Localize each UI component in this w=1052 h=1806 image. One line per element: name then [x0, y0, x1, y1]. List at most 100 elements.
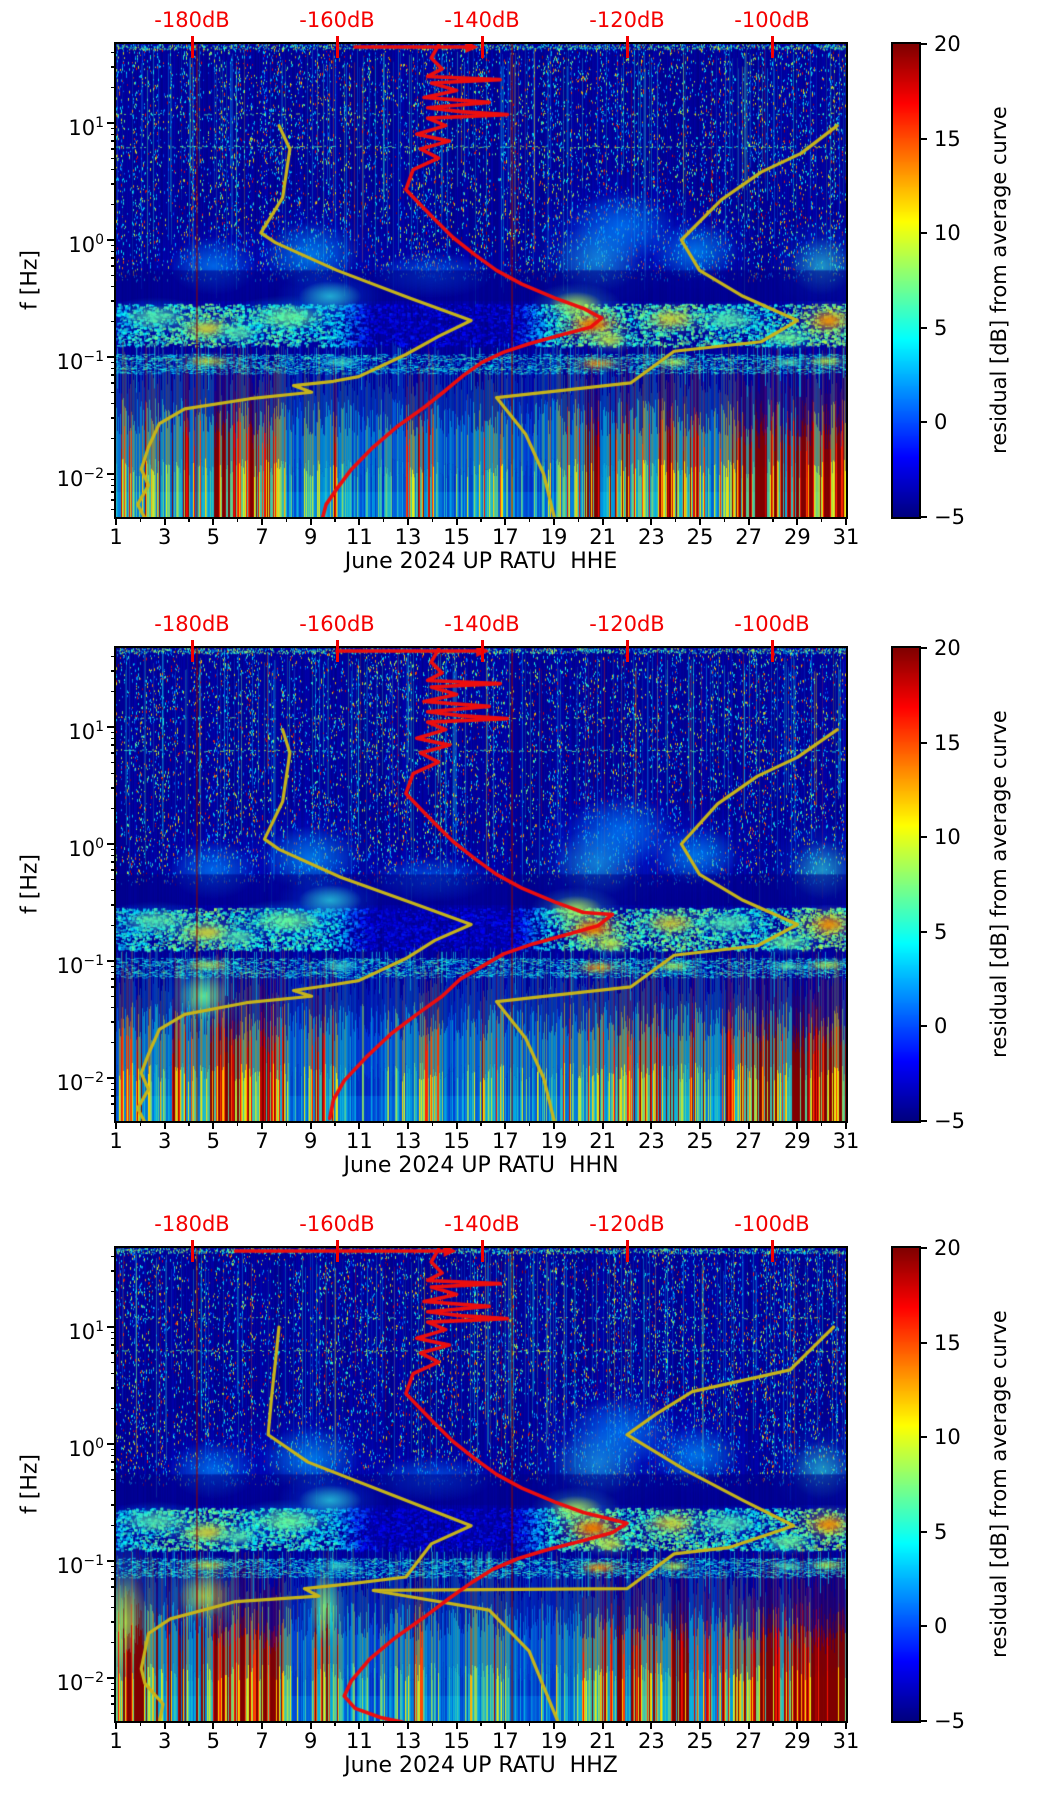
y-axis-minor-tick [111, 1344, 116, 1346]
colorbar-tick-label: 15 [934, 730, 961, 755]
y-axis-minor-tick [111, 87, 116, 89]
x-axis-tick [115, 1721, 117, 1729]
colorbar-tick-label: 20 [934, 1236, 961, 1260]
colorbar-tick-label: −5 [934, 505, 965, 529]
x-axis-tick [504, 1121, 507, 1129]
colorbar-tick [919, 232, 927, 235]
x-axis-minor-tick [431, 517, 434, 522]
y-axis-minor-tick [111, 1408, 116, 1410]
x-axis-tick [358, 517, 361, 525]
y-axis-minor-tick [111, 1387, 116, 1389]
y-axis-tick [107, 239, 116, 241]
colorbar-tick-label: 10 [934, 825, 961, 850]
x-axis-tick-label: 19 [540, 1729, 568, 1753]
top-axis-tick [190, 1240, 194, 1262]
y-axis-minor-tick [111, 1291, 116, 1293]
y-axis-minor-tick [111, 1712, 116, 1714]
x-axis-tick [553, 1121, 555, 1129]
x-axis-minor-tick [820, 1121, 823, 1126]
x-axis-tick-label: 27 [735, 1129, 763, 1153]
top-axis-tick [770, 36, 774, 58]
x-axis-minor-tick [188, 517, 190, 522]
x-axis-tick [455, 1121, 458, 1129]
x-axis-minor-tick [139, 517, 142, 522]
colorbar-label: residual [dB] from average curve [987, 1310, 1011, 1658]
x-axis-minor-tick [480, 517, 482, 522]
x-axis-title: June 2024 UP RATU HHZ [344, 1753, 618, 1778]
x-axis-minor-tick [236, 517, 239, 522]
y-axis-minor-tick [111, 904, 116, 906]
colorbar-tick [919, 930, 927, 933]
top-axis-tick [770, 1240, 774, 1262]
x-axis-minor-tick [772, 1721, 774, 1726]
y-axis-minor-tick [111, 1595, 116, 1597]
y-axis-minor-tick [111, 1682, 116, 1685]
x-axis-tick-label: 31 [832, 1129, 860, 1153]
x-axis-tick [796, 1121, 799, 1129]
colorbar-tick [919, 1120, 927, 1122]
top-axis-tick-label: -120dB [589, 1212, 665, 1236]
x-axis-minor-tick [480, 1121, 482, 1126]
x-axis-tick [309, 1721, 312, 1729]
y-axis-minor-tick [111, 204, 116, 206]
y-axis-tick-label: 101 [68, 719, 104, 744]
x-axis-tick-label: 1 [109, 525, 123, 549]
spectrogram-panel-hhz: f [Hz] June 2024 UP RATU HHZ residual [d… [0, 1204, 1052, 1806]
y-axis-minor-tick [111, 1571, 116, 1574]
x-axis-tick [407, 1721, 409, 1729]
y-axis-minor-tick [111, 1703, 116, 1705]
x-axis-tick-label: 21 [589, 1729, 617, 1753]
y-axis-minor-tick [111, 691, 116, 693]
top-axis-tick [335, 1240, 339, 1262]
y-axis-minor-tick [111, 1469, 116, 1471]
y-axis-tick [107, 1077, 116, 1079]
x-axis-tick-label: 13 [394, 1729, 422, 1753]
x-axis-tick [455, 517, 458, 525]
y-axis-minor-tick [111, 1525, 116, 1527]
x-axis-minor-tick [139, 1121, 142, 1126]
x-axis-minor-tick [528, 1121, 531, 1126]
y-axis-minor-tick [111, 1006, 116, 1009]
x-axis-minor-tick [334, 1721, 336, 1726]
x-axis-tick [163, 517, 166, 525]
top-axis-tick [335, 640, 339, 662]
x-axis-minor-tick [285, 517, 288, 522]
y-axis-tick [107, 473, 116, 475]
top-axis-tick [625, 1240, 629, 1262]
y-axis-minor-tick [111, 808, 116, 810]
y-axis-label: f [Hz] [17, 854, 43, 914]
top-axis-tick [770, 640, 774, 662]
x-axis-tick-label: 3 [157, 1729, 172, 1753]
y-axis-minor-tick [111, 1270, 116, 1272]
y-axis-minor-tick [111, 731, 116, 734]
y-axis-minor-tick [111, 848, 116, 851]
top-axis-tick-label: -180dB [154, 8, 230, 32]
y-axis-tick-label: 10−2 [56, 1670, 104, 1695]
top-axis-tick [625, 36, 629, 58]
x-axis-minor-tick [382, 1721, 385, 1726]
x-axis-minor-tick [772, 1121, 774, 1126]
colorbar-tick-label: 5 [934, 315, 948, 340]
spectrogram-heatmap [116, 44, 846, 517]
colorbar-tick-label: 0 [934, 1614, 948, 1639]
x-axis-tick-label: 21 [589, 525, 617, 549]
y-axis-minor-tick [111, 1372, 116, 1375]
y-axis-tick-label: 10−1 [56, 953, 104, 978]
x-axis-tick [650, 1121, 653, 1129]
y-axis-minor-tick [111, 978, 116, 980]
x-axis-tick [747, 517, 750, 525]
x-axis-tick-label: 29 [783, 1729, 811, 1753]
x-axis-title: June 2024 UP RATU HHN [343, 1153, 619, 1178]
x-axis-tick-label: 13 [394, 1129, 422, 1153]
top-axis-tick-label: -120dB [589, 612, 665, 636]
top-axis-tick-label: -100dB [734, 612, 810, 636]
x-axis-minor-tick [188, 1121, 190, 1126]
x-axis-tick [261, 1121, 263, 1129]
x-axis-tick [845, 517, 847, 525]
x-axis-tick-label: 13 [394, 525, 422, 549]
colorbar-tick [919, 1025, 927, 1028]
x-axis-tick-label: 29 [783, 1129, 811, 1153]
y-axis-tick [107, 960, 116, 962]
y-axis-tick-label: 101 [68, 115, 104, 140]
